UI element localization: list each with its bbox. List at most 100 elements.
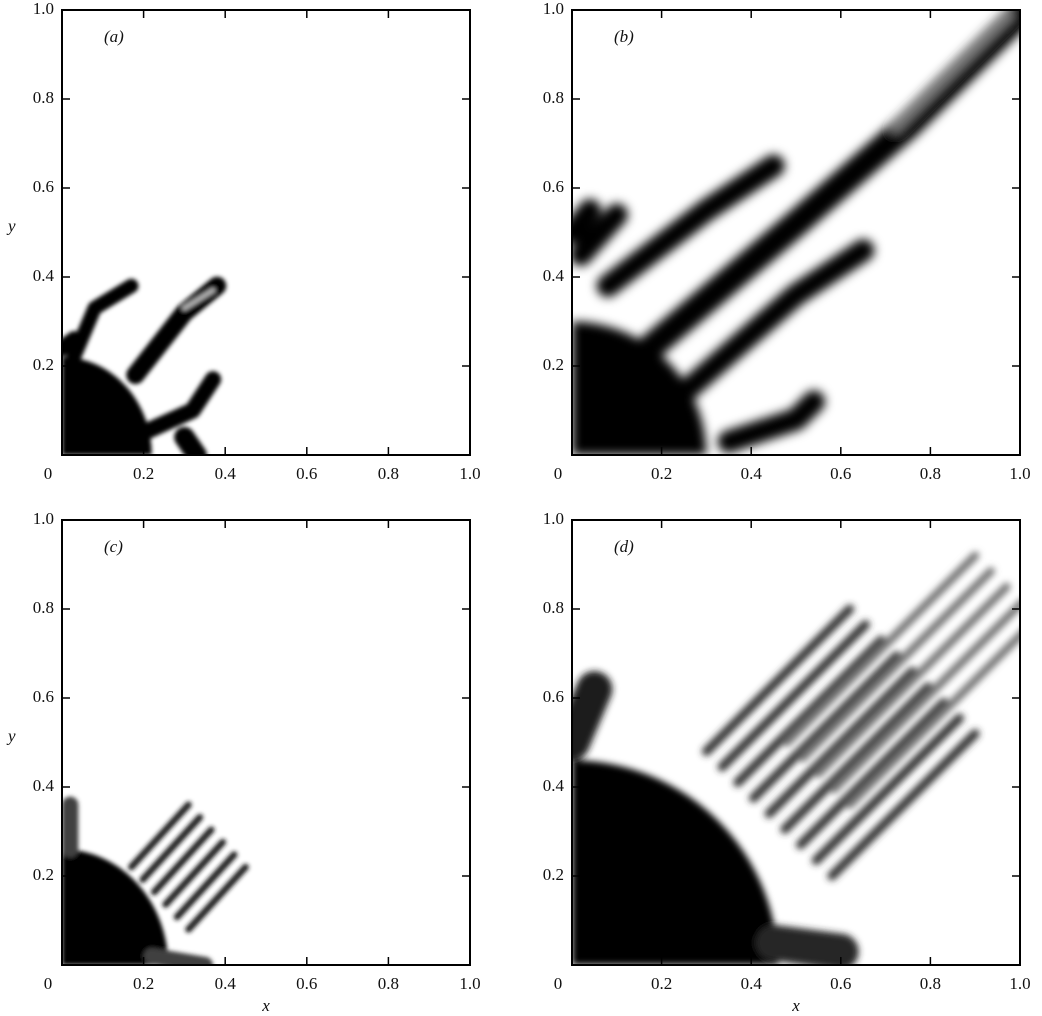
y-tick-label: 0.4	[33, 776, 55, 795]
displaced-region	[62, 849, 169, 965]
y-axis-label: y	[6, 216, 16, 235]
y-tick-label: 1.0	[543, 509, 564, 528]
x-tick-label: 0.4	[741, 464, 763, 483]
field-shapes	[572, 10, 1020, 455]
x-tick-label: 0.2	[651, 464, 672, 483]
y-axis-label: y	[6, 726, 16, 745]
x-tick-label: 0.4	[215, 464, 237, 483]
finger	[814, 582, 1011, 778]
x-tick-label: 0.6	[830, 974, 851, 993]
x-tick-label: 0.2	[133, 464, 154, 483]
panel: 0 0.2 0.4 0.6 0.8 1.0 0.2 0.4 0.6 0.8 1.0 (b)	[543, 0, 1031, 483]
finger	[63, 278, 139, 374]
finger	[717, 620, 870, 772]
panel-label: (c)	[104, 537, 123, 556]
finger	[780, 682, 933, 834]
plot-frame	[571, 519, 1021, 966]
x-tick-label: 0	[44, 974, 53, 993]
plot-frame	[61, 9, 471, 456]
finger	[701, 604, 855, 756]
finger	[733, 635, 886, 788]
finger	[185, 863, 249, 933]
y-tick-label: 0.6	[33, 177, 54, 196]
field-image	[572, 10, 1020, 455]
finger	[783, 551, 980, 747]
x-tick-label: 1.0	[459, 974, 480, 993]
plot-frame	[571, 9, 1021, 456]
finger	[181, 287, 216, 311]
displaced-region	[62, 357, 152, 455]
displaced-region	[572, 321, 707, 455]
field-shapes	[62, 276, 227, 455]
finger	[139, 813, 204, 883]
x-tick-label: 0	[44, 464, 53, 483]
x-tick-label: 0.2	[133, 974, 154, 993]
panel-label: (a)	[104, 27, 124, 46]
finger	[596, 154, 785, 298]
x-tick-label: 1.0	[459, 464, 480, 483]
y-tick-label: 0.4	[33, 266, 55, 285]
finger	[126, 276, 227, 385]
finger	[795, 697, 949, 850]
finger	[174, 427, 207, 455]
finger	[764, 666, 917, 819]
x-tick-label: 0	[554, 464, 563, 483]
y-tick-label: 1.0	[33, 0, 54, 18]
field-shapes	[572, 551, 1020, 965]
panel: 0 0.2 0.4 0.6 0.8 1.0 0.2 0.4 0.6 0.8 1.0 (d) x	[543, 509, 1031, 1015]
x-tick-label: 0.8	[378, 974, 399, 993]
field-shapes	[62, 796, 249, 965]
panel-label: (b)	[614, 27, 634, 46]
y-tick-label: 0.4	[543, 776, 565, 795]
panel: 0 0.2 0.4 0.6 0.8 1.0 0.2 0.4 0.6 0.8 1.0 (a) y	[6, 0, 481, 483]
y-tick-label: 0.8	[33, 88, 54, 107]
finger	[748, 651, 902, 803]
y-tick-label: 0.6	[33, 687, 54, 706]
finger	[625, 10, 1020, 371]
y-tick-label: 0.8	[543, 598, 564, 617]
plot-frame	[61, 519, 471, 966]
finger	[62, 331, 83, 357]
y-tick-label: 0.2	[543, 355, 564, 374]
finger	[143, 947, 213, 965]
panel-label: (d)	[614, 537, 634, 556]
finger	[572, 199, 602, 244]
field-image	[62, 276, 227, 455]
y-tick-label: 0.2	[543, 865, 564, 884]
x-tick-label: 0	[554, 974, 563, 993]
x-tick-label: 0.6	[296, 974, 317, 993]
y-tick-label: 0.8	[543, 88, 564, 107]
x-tick-label: 0.8	[378, 464, 399, 483]
y-tick-label: 0.2	[33, 355, 54, 374]
y-tick-label: 0.2	[33, 865, 54, 884]
finger	[128, 801, 192, 871]
y-tick-label: 1.0	[543, 0, 564, 18]
finger	[827, 729, 980, 881]
finger	[811, 713, 965, 865]
finger	[755, 924, 859, 965]
x-axis-label: x	[261, 996, 270, 1015]
displaced-region	[572, 760, 779, 965]
x-tick-label: 1.0	[1009, 974, 1030, 993]
x-tick-label: 0.2	[651, 974, 672, 993]
x-tick-label: 0.6	[830, 464, 851, 483]
finger	[135, 371, 222, 441]
finger	[173, 851, 238, 921]
finger	[717, 390, 826, 453]
x-axis-label: x	[791, 996, 800, 1015]
x-tick-label: 0.6	[296, 464, 317, 483]
finger	[798, 567, 995, 763]
finger	[150, 826, 215, 896]
x-tick-label: 0.8	[920, 464, 941, 483]
field-image	[572, 551, 1020, 965]
finger	[830, 599, 1020, 794]
finger	[845, 630, 1020, 809]
finger	[572, 203, 628, 266]
y-tick-label: 0.4	[543, 266, 565, 285]
x-tick-label: 1.0	[1009, 464, 1030, 483]
y-tick-label: 0.6	[543, 687, 564, 706]
field-image	[62, 796, 249, 965]
y-tick-label: 0.6	[543, 177, 564, 196]
finger	[572, 671, 613, 761]
